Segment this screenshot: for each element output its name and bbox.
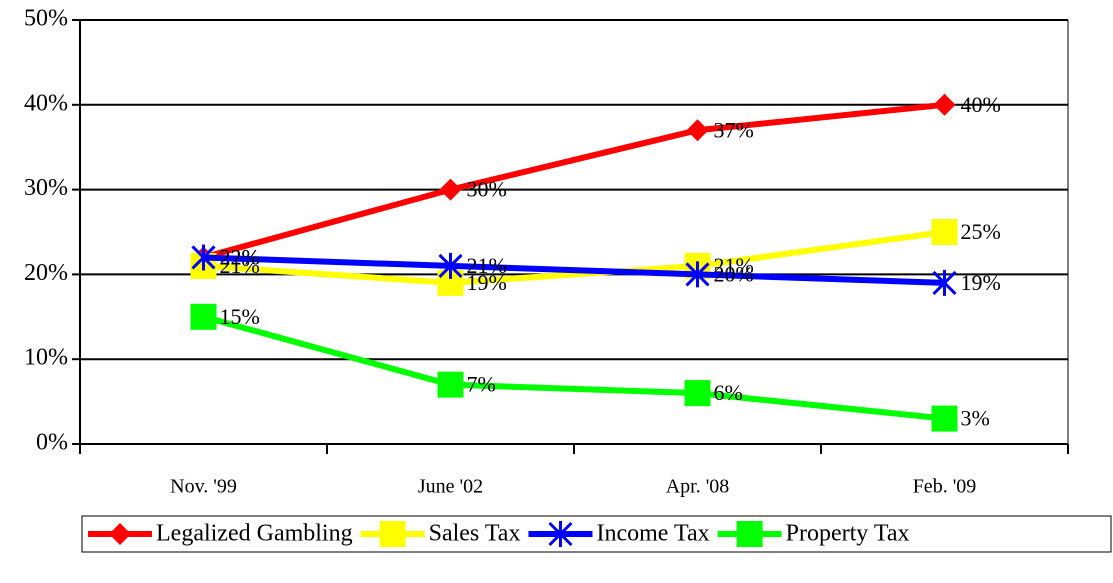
marker — [932, 269, 957, 296]
value-label: 20% — [714, 261, 754, 286]
legend-item: Sales Tax — [360, 521, 521, 547]
marker — [933, 93, 956, 116]
marker — [685, 261, 710, 288]
series-line — [202, 101, 945, 261]
x-tick-label: Nov. '99 — [170, 476, 237, 498]
y-tick-label: 40% — [24, 90, 68, 116]
value-label: 22% — [220, 244, 260, 269]
marker — [686, 119, 709, 142]
value-label: 19% — [961, 270, 1001, 295]
y-tick-label: 20% — [24, 260, 68, 286]
marker — [191, 244, 216, 271]
y-tick-label: 0% — [36, 430, 68, 456]
y-tick-label: 10% — [24, 345, 68, 371]
value-label: 30% — [467, 177, 507, 202]
marker — [109, 523, 131, 545]
value-label: 7% — [467, 372, 496, 397]
legend-label: Property Tax — [786, 521, 910, 547]
value-label: 37% — [714, 117, 754, 142]
marker — [439, 178, 462, 201]
marker — [548, 521, 573, 547]
marker — [931, 405, 958, 432]
value-label: 40% — [961, 92, 1001, 117]
marker — [379, 521, 406, 547]
legend-label: Legalized Gambling — [156, 521, 353, 547]
legend-item: Legalized Gambling — [88, 521, 353, 547]
series-line — [202, 313, 945, 422]
value-label: 21% — [467, 253, 507, 278]
marker — [931, 219, 958, 245]
x-tick-label: Apr. '08 — [666, 476, 730, 498]
value-label: 6% — [714, 380, 743, 405]
legend-label: Income Tax — [596, 521, 709, 547]
x-tick-label: June '02 — [418, 476, 483, 498]
series-line — [203, 229, 945, 286]
legend-item: Property Tax — [717, 521, 910, 547]
x-tick-label: Feb. '09 — [913, 476, 977, 498]
legend-box — [81, 515, 1112, 553]
y-tick-label: 50% — [24, 6, 68, 32]
marker — [684, 380, 711, 407]
value-label: 15% — [220, 304, 260, 329]
legend-label: Sales Tax — [429, 521, 521, 547]
legend-item: Income Tax — [528, 521, 710, 547]
marker — [437, 371, 464, 398]
marker — [736, 521, 763, 547]
y-tick-label: 30% — [24, 175, 68, 201]
marker — [438, 252, 463, 279]
value-label: 25% — [961, 219, 1001, 244]
value-label: 19% — [467, 270, 507, 295]
series-line — [203, 254, 945, 286]
value-label: 3% — [961, 406, 990, 431]
marker — [190, 303, 217, 330]
